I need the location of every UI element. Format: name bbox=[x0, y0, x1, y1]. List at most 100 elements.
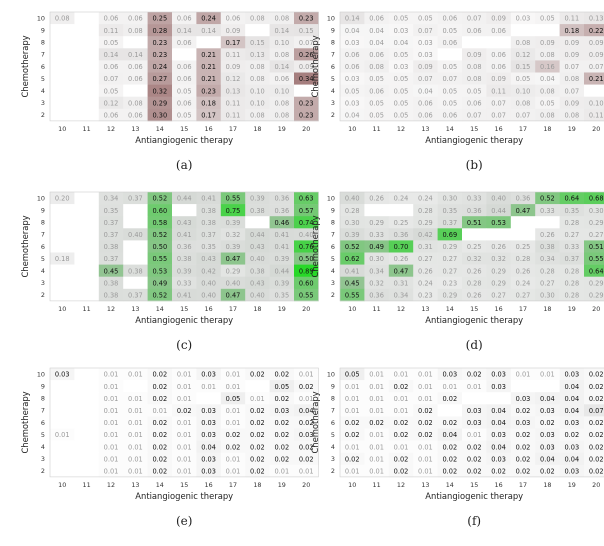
cell-label: 0.18 bbox=[564, 27, 579, 35]
heatmap-cell bbox=[147, 276, 173, 290]
cell-label: 0.28 bbox=[564, 267, 579, 275]
heatmap-cell bbox=[388, 84, 414, 97]
heatmap-cell bbox=[510, 368, 536, 381]
heatmap-cell bbox=[74, 240, 100, 253]
heatmap-cell bbox=[245, 416, 270, 429]
cell-label: 0.02 bbox=[467, 371, 482, 379]
cell-label: 0.03 bbox=[491, 431, 506, 439]
heatmap-cell bbox=[147, 416, 173, 429]
cell-label: 0.02 bbox=[394, 455, 409, 463]
heatmap-cell bbox=[437, 228, 463, 241]
cell-label: 0.47 bbox=[394, 267, 409, 275]
heatmap-cell bbox=[559, 240, 585, 253]
heatmap-cell bbox=[123, 264, 148, 277]
heatmap-cell bbox=[364, 380, 390, 393]
cell-label: 0.10 bbox=[516, 87, 531, 95]
cell-label: 0.26 bbox=[540, 231, 555, 239]
heatmap-cell bbox=[388, 36, 414, 49]
cell-label: 0.05 bbox=[394, 111, 409, 119]
cell-label: 0.02 bbox=[152, 383, 167, 391]
heatmap-cell bbox=[388, 48, 414, 61]
cell-label: 0.55 bbox=[299, 291, 314, 299]
heatmap-cell bbox=[584, 48, 604, 61]
heatmap-panel-a: 0.08 0.06 0.06 0.25 0.06 0.24 0.06 0.08 0.08 0.23… bbox=[8, 4, 326, 172]
cell-label: 0.38 bbox=[104, 279, 119, 287]
heatmap-cell bbox=[98, 440, 124, 453]
heatmap-cell bbox=[486, 84, 512, 97]
heatmap-cell bbox=[340, 72, 365, 85]
heatmap-cell bbox=[462, 12, 487, 25]
cell-label: 0.02 bbox=[516, 443, 531, 451]
heatmap-cell bbox=[294, 440, 319, 453]
cell-label: 0.36 bbox=[516, 195, 531, 203]
cell-label: 0.43 bbox=[250, 243, 265, 251]
heatmap-svg: 0.03 0.01 0.01 0.02 0.01 0.03 0.01 0.02 0.02 0.01… bbox=[20, 367, 319, 501]
cell-label: 0.37 bbox=[128, 195, 143, 203]
cell-label: 0.27 bbox=[442, 255, 457, 263]
heatmap-cell bbox=[50, 108, 75, 122]
cell-label: 0.21 bbox=[201, 51, 216, 59]
heatmap-cell bbox=[269, 240, 295, 253]
heatmap-cell bbox=[220, 108, 246, 122]
heatmap-cell bbox=[294, 96, 319, 110]
cell-label: 0.03 bbox=[516, 395, 531, 403]
cell-label: 0.09 bbox=[564, 99, 579, 107]
y-tick-label: 6 bbox=[331, 243, 335, 251]
heatmap-cell bbox=[413, 416, 438, 429]
heatmap-cell bbox=[340, 264, 365, 277]
cell-label: 0.40 bbox=[226, 279, 241, 287]
cell-label: 0.29 bbox=[491, 279, 506, 287]
cell-label: 0.05 bbox=[516, 75, 531, 83]
heatmap-cell bbox=[294, 464, 319, 478]
heatmap-cell bbox=[269, 464, 295, 478]
cell-label: 0.03 bbox=[345, 99, 360, 107]
heatmap-cell bbox=[535, 36, 560, 49]
x-tick-label: 14 bbox=[446, 481, 454, 489]
heatmap-cell bbox=[413, 24, 438, 37]
cell-label: 0.01 bbox=[418, 467, 433, 475]
x-tick-label: 17 bbox=[519, 481, 527, 489]
plot-frame bbox=[339, 191, 604, 302]
heatmap-cell bbox=[50, 192, 75, 205]
heatmap-cell bbox=[196, 108, 222, 122]
heatmap-cell bbox=[123, 48, 148, 61]
cell-label: 0.06 bbox=[442, 39, 457, 47]
heatmap-cell bbox=[98, 228, 124, 241]
heatmap-cell bbox=[535, 60, 560, 73]
cell-label: 0.01 bbox=[369, 431, 384, 439]
x-tick-label: 17 bbox=[229, 125, 237, 133]
cell-label: 0.89 bbox=[299, 267, 314, 275]
cell-label: 0.04 bbox=[564, 407, 579, 415]
cell-label: 0.03 bbox=[540, 407, 555, 415]
heatmap-cell bbox=[172, 252, 197, 265]
heatmap-cell bbox=[413, 464, 438, 478]
heatmap-cell bbox=[535, 428, 560, 441]
cell-label: 0.36 bbox=[394, 231, 409, 239]
heatmap-cell bbox=[584, 452, 604, 466]
cell-label: 0.02 bbox=[250, 407, 265, 415]
cell-label: 0.21 bbox=[201, 63, 216, 71]
heatmap-cell bbox=[559, 380, 585, 393]
heatmap-cell bbox=[123, 380, 148, 393]
x-tick-label: 19 bbox=[568, 481, 576, 489]
cell-label: 0.01 bbox=[226, 371, 241, 379]
cell-label: 0.02 bbox=[250, 371, 265, 379]
heatmap-cell bbox=[559, 368, 585, 381]
cell-label: 0.03 bbox=[564, 371, 579, 379]
cell-label: 0.02 bbox=[152, 443, 167, 451]
x-tick-label: 15 bbox=[180, 481, 188, 489]
x-tick-label: 11 bbox=[83, 305, 91, 313]
cell-label: 0.14 bbox=[128, 51, 143, 59]
heatmap-cell bbox=[340, 12, 365, 25]
cell-label: 0.36 bbox=[274, 207, 289, 215]
cell-label: 0.29 bbox=[442, 291, 457, 299]
cell-label: 0.26 bbox=[491, 243, 506, 251]
heatmap-cell bbox=[559, 12, 585, 25]
cell-label: 0.02 bbox=[274, 419, 289, 427]
heatmap-cell bbox=[364, 264, 390, 277]
heatmap-cell bbox=[98, 288, 124, 302]
heatmap-cell bbox=[462, 240, 487, 253]
heatmap-cell bbox=[220, 48, 246, 61]
cell-label: 0.08 bbox=[564, 75, 579, 83]
heatmap-cell bbox=[172, 24, 197, 37]
